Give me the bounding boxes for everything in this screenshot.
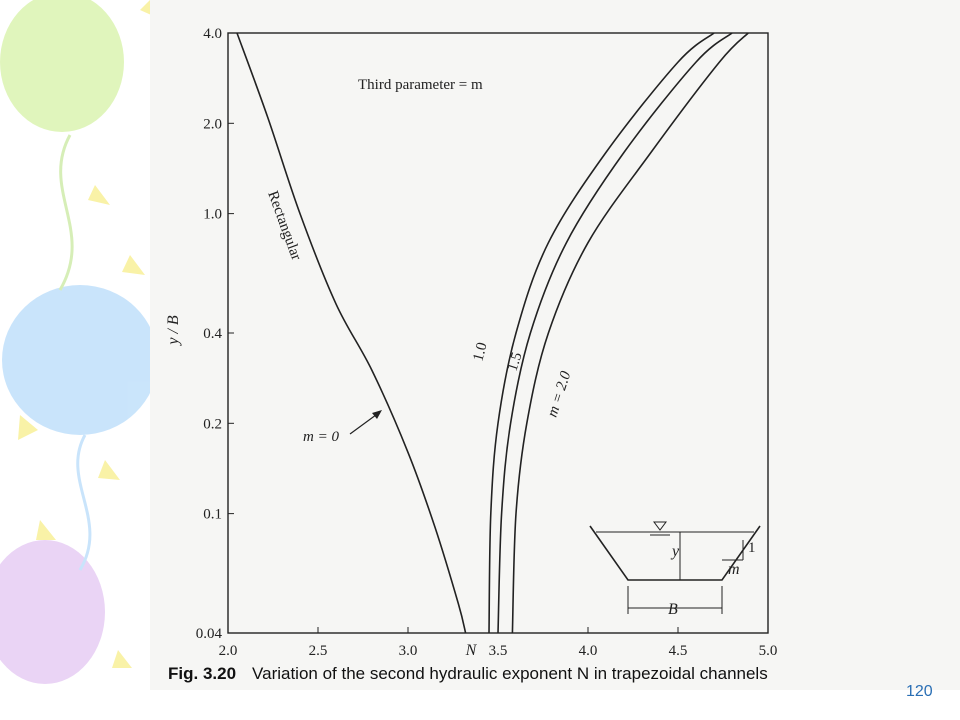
- scan-page: [150, 0, 960, 690]
- y-tick-label: 1.0: [203, 207, 222, 223]
- y-ticks: 4.0 2.0 1.0 0.4 0.2 0.1 0.04: [196, 26, 234, 642]
- x-tick-label: 3.0: [399, 643, 418, 659]
- star-decoration: [88, 185, 110, 205]
- x-tick-label: 5.0: [759, 643, 778, 659]
- series-line-2: [497, 32, 733, 634]
- y-tick-label: 4.0: [203, 26, 222, 42]
- balloon-purple: [0, 540, 105, 684]
- inset-depth-label: y: [670, 543, 680, 560]
- figure-caption: Fig. 3.20 Variation of the second hydraul…: [168, 664, 768, 684]
- x-tick-label: 2.5: [309, 643, 328, 659]
- x-tick-label: 4.0: [579, 643, 598, 659]
- y-tick-label: 2.0: [203, 116, 222, 132]
- star-decoration: [36, 520, 56, 540]
- figure-number: Fig. 3.20: [168, 664, 237, 683]
- series-line-0: [236, 32, 467, 634]
- balloon-blue: [2, 285, 158, 435]
- series-line-3: [511, 32, 749, 634]
- star-decoration: [112, 650, 132, 668]
- y-tick-label: 0.2: [203, 416, 222, 432]
- y-tick-label: 0.4: [203, 326, 222, 342]
- m15-label: 1.5: [505, 350, 526, 373]
- x-ticks: 2.0 2.5 3.0 3.5 4.0 4.5 5.0 N: [219, 627, 778, 659]
- star-decoration: [98, 460, 120, 480]
- x-tick-label: 3.5: [489, 643, 508, 659]
- y-tick-label: 0.1: [203, 507, 222, 523]
- y-tick-label: 0.04: [196, 626, 223, 642]
- y-axis-label: y / B: [165, 315, 182, 347]
- inset-channel-section: [589, 525, 761, 581]
- series-line-1: [488, 32, 715, 634]
- star-decoration: [122, 255, 145, 275]
- balloon-string: [58, 134, 74, 291]
- balloon-green: [0, 0, 124, 132]
- star-decoration: [18, 415, 38, 440]
- inset-slope-one-label: 1: [748, 540, 756, 556]
- x-tick-label: 2.0: [219, 643, 238, 659]
- page-number: 120: [906, 683, 933, 700]
- x-axis-label: N: [465, 642, 478, 659]
- trapezoid-inset: y 1 m B: [589, 521, 761, 618]
- third-parameter-label: Third parameter = m: [358, 77, 483, 93]
- m0-label: m = 0: [303, 429, 339, 445]
- inset-water-symbol: [653, 521, 667, 531]
- inset-bottom-width-label: B: [668, 601, 678, 618]
- m1-label: 1.0: [470, 341, 490, 363]
- x-tick-label: 4.5: [669, 643, 688, 659]
- balloon-string: [76, 434, 92, 571]
- m0-pointer-arrowhead: [372, 410, 382, 419]
- figure-caption-text: Variation of the second hydraulic expone…: [252, 664, 768, 683]
- series-layer: [236, 32, 749, 634]
- inset-slope-m-label: m: [728, 561, 740, 578]
